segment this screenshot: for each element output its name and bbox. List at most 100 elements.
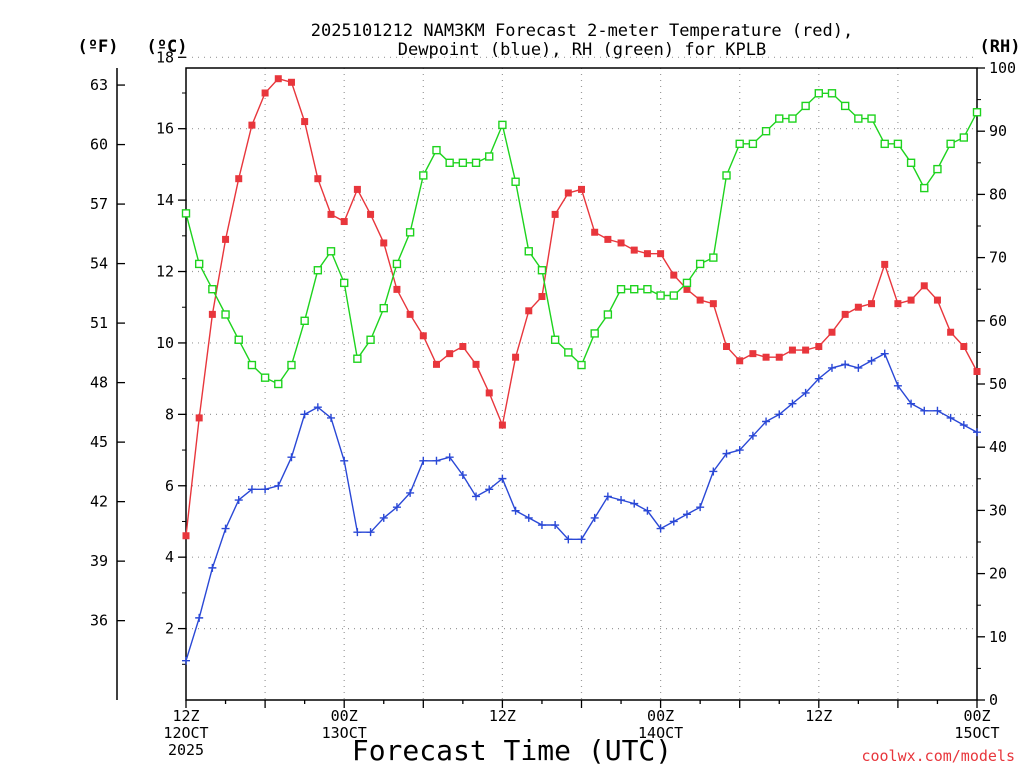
fahrenheit-tick-label: 39 [90,552,108,570]
rh-point [313,266,323,275]
axes [116,67,978,701]
dewpoint-point [366,528,375,537]
rh-tick-label: 70 [989,249,1007,267]
series-line [185,92,978,385]
rh-point [432,145,441,155]
dewpoint-point [748,431,757,440]
rh-point [353,354,362,363]
plot-frame [185,67,978,701]
dewpoint-point [472,492,481,501]
rh-point [577,360,586,370]
series-rh [181,89,982,389]
rh-point [801,101,810,111]
temperature-point [683,285,691,293]
axis-ticks: 2 4 6 8 10 12 14 16 18 36 39 42 45 48 51 54 57 60 63 0 10 20 3… [90,48,1016,759]
dewpoint-point [195,613,204,622]
temperature-point [314,175,322,183]
rh-point [827,89,837,98]
dewpoint-point [959,421,968,430]
dewpoint-point [801,388,810,397]
temperature-point [723,343,731,351]
celsius-tick-label: 4 [165,548,174,566]
rh-point [234,335,243,344]
dewpoint-point [643,506,652,515]
temperature-point [208,310,216,318]
temperature-point [617,239,625,247]
dewpoint-point [432,456,441,465]
dewpoint-point [551,521,560,530]
series-dewpoint [182,349,981,665]
dewpoint-point [221,524,230,533]
dewpoint-point [827,363,836,372]
rh-point [445,158,454,168]
rh-point [274,379,283,389]
rh-point [498,120,507,130]
temperature-point [788,346,796,354]
rh-point [761,126,771,136]
rh-point [208,285,217,294]
temperature-point [512,353,520,361]
rh-point [366,335,375,344]
rh-tick-label: 40 [989,438,1007,456]
temperature-point [406,310,414,318]
dewpoint-point [867,356,876,365]
rh-point [326,247,336,256]
temperature-point [828,328,836,336]
dewpoint-point [406,488,415,497]
temperature-point [419,332,427,340]
rh-axis-label: (RH) [980,37,1021,57]
celsius-tick-label: 18 [156,48,174,66]
dewpoint-point [274,481,283,490]
dewpoint-point [735,446,744,455]
dewpoint-point [603,492,612,501]
rh-point [840,101,850,111]
rh-tick-label: 100 [989,59,1016,77]
rh-point [300,316,309,325]
rh-point [788,114,797,123]
x-tick-label: 12Z [172,707,199,725]
x-axis-title: Forecast Time (UTC) [352,734,672,767]
temperature-point [643,250,651,258]
temperature-point [327,210,335,218]
temperature-point [248,121,256,129]
x-tick-label: 00Z [963,707,990,725]
fahrenheit-tick-label: 63 [90,76,108,94]
rh-point [537,266,547,275]
dewpoint-point [182,656,190,665]
dewpoint-point [287,453,296,462]
temperature-point [367,210,375,218]
celsius-tick-label: 12 [156,263,174,281]
x-tick-label: 15OCT [954,724,999,742]
rh-point [181,209,191,218]
rh-point [564,348,573,357]
x-tick-label: 12Z [489,707,516,725]
x-tick-label: 14OCT [638,724,683,742]
temperature-point [907,296,915,304]
dewpoint-point [788,399,797,408]
dewpoint-point [234,496,243,505]
temperature-point [775,353,783,361]
rh-point [550,335,560,344]
temperature-point [591,228,599,236]
rh-point [630,285,639,294]
dewpoint-point [498,474,507,483]
celsius-tick-label: 10 [156,334,174,352]
rh-point [247,360,257,370]
fahrenheit-tick-label: 57 [90,195,108,213]
dewpoint-point [353,528,362,537]
rh-tick-label: 80 [989,185,1007,203]
temperature-point [235,175,243,183]
dewpoint-point [630,499,639,508]
dewpoint-point [682,510,691,519]
series-group [181,75,982,665]
rh-point [920,183,929,193]
temperature-point [920,282,928,290]
dewpoint-point [709,467,718,476]
rh-tick-label: 30 [989,501,1007,519]
rh-point [854,114,863,123]
rh-tick-label: 50 [989,375,1007,393]
temperature-point [261,89,269,97]
temperature-point [498,421,506,429]
rh-point [524,247,533,256]
